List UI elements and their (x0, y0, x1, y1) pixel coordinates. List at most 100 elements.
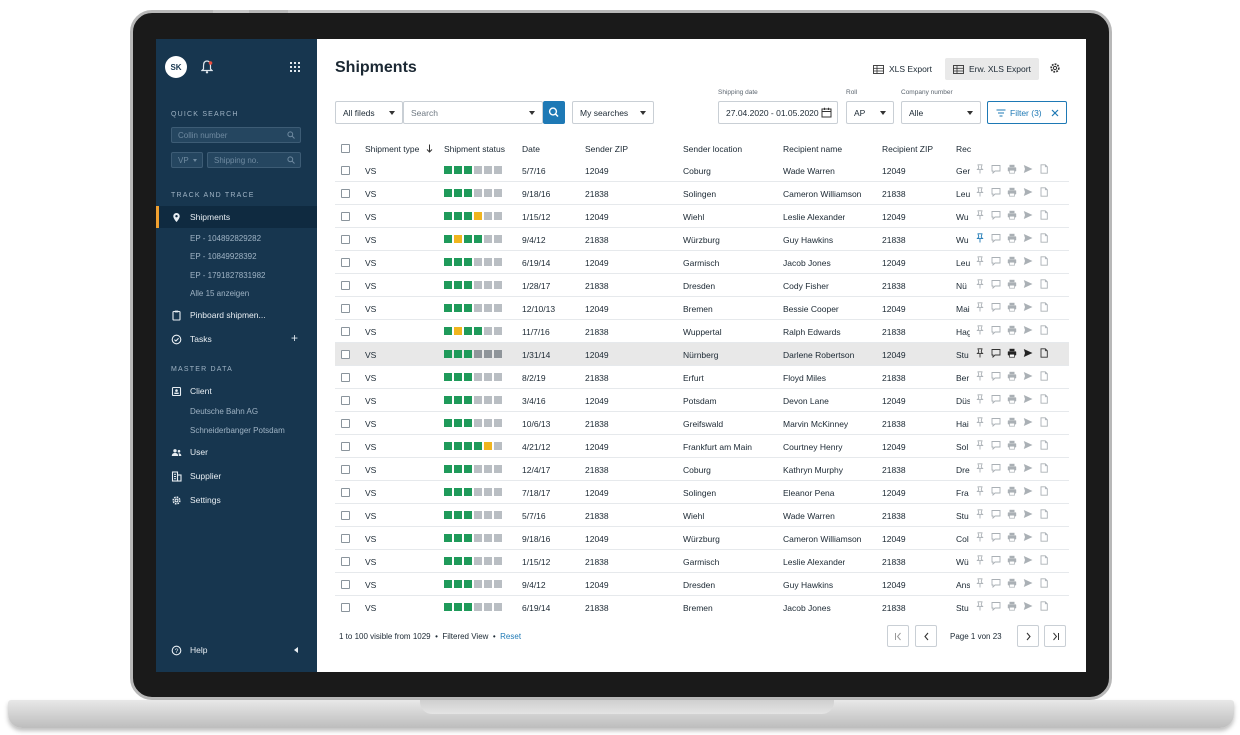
row-checkbox[interactable] (341, 557, 350, 566)
sidebar-sub-item[interactable]: EP - 1791827831982 (190, 271, 266, 280)
pin-icon[interactable] (975, 348, 985, 358)
next-page-button[interactable] (1017, 625, 1039, 647)
row-checkbox[interactable] (341, 258, 350, 267)
select-all-checkbox[interactable] (341, 144, 350, 153)
printer-icon[interactable] (1007, 394, 1017, 404)
column-header[interactable]: Sender location (683, 144, 743, 154)
row-checkbox[interactable] (341, 189, 350, 198)
send-icon[interactable] (1023, 555, 1033, 565)
document-icon[interactable] (1039, 486, 1049, 496)
row-checkbox[interactable] (341, 396, 350, 405)
pin-icon[interactable] (975, 440, 985, 450)
sort-arrow-down-icon[interactable] (426, 144, 433, 153)
document-icon[interactable] (1039, 279, 1049, 289)
comment-icon[interactable] (991, 509, 1001, 519)
calendar-icon[interactable] (821, 107, 832, 118)
send-icon[interactable] (1023, 325, 1033, 335)
sidebar-sub-item[interactable]: EP - 10849928392 (190, 252, 257, 261)
document-icon[interactable] (1039, 302, 1049, 312)
send-icon[interactable] (1023, 463, 1033, 473)
column-header[interactable]: Recipient name (783, 144, 843, 154)
comment-icon[interactable] (991, 256, 1001, 266)
document-icon[interactable] (1039, 371, 1049, 381)
printer-icon[interactable] (1007, 417, 1017, 427)
row-checkbox[interactable] (341, 534, 350, 543)
add-task-icon[interactable]: + (291, 331, 299, 345)
comment-icon[interactable] (991, 164, 1001, 174)
sidebar-item-settings[interactable]: Settings (156, 489, 317, 511)
sidebar-item-tasks[interactable]: Tasks + (156, 328, 317, 350)
roll-select[interactable]: AP (846, 101, 894, 124)
gear-icon[interactable] (1049, 62, 1061, 74)
document-icon[interactable] (1039, 164, 1049, 174)
comment-icon[interactable] (991, 279, 1001, 289)
erw-xls-export-button[interactable]: Erw. XLS Export (945, 58, 1039, 80)
sidebar-item-supplier[interactable]: Supplier (156, 465, 317, 487)
pin-icon[interactable] (975, 371, 985, 381)
row-checkbox[interactable] (341, 465, 350, 474)
table-row[interactable]: VS 8/2/19 21838 Erfurt Floyd Miles 21838 Ber (335, 366, 1069, 389)
sidebar-item-pinboard[interactable]: Pinboard shipmen... (156, 304, 317, 326)
pin-icon[interactable] (975, 509, 985, 519)
comment-icon[interactable] (991, 233, 1001, 243)
row-checkbox[interactable] (341, 511, 350, 520)
pin-icon[interactable] (975, 233, 985, 243)
printer-icon[interactable] (1007, 210, 1017, 220)
column-header[interactable]: Shipment type (365, 144, 420, 154)
table-row[interactable]: VS 9/18/16 12049 Würzburg Cameron Williamson… (335, 527, 1069, 550)
printer-icon[interactable] (1007, 164, 1017, 174)
table-row[interactable]: VS 1/28/17 21838 Dresden Cody Fisher 21838 Nü (335, 274, 1069, 297)
printer-icon[interactable] (1007, 578, 1017, 588)
send-icon[interactable] (1023, 532, 1033, 542)
sidebar-item-user[interactable]: User (156, 441, 317, 463)
table-row[interactable]: VS 9/4/12 12049 Dresden Guy Hawkins 12049 Ans (335, 573, 1069, 596)
pin-icon[interactable] (975, 210, 985, 220)
document-icon[interactable] (1039, 256, 1049, 266)
pin-icon[interactable] (975, 325, 985, 335)
printer-icon[interactable] (1007, 440, 1017, 450)
table-row[interactable]: VS 1/15/12 12049 Wiehl Leslie Alexander 12049… (335, 205, 1069, 228)
document-icon[interactable] (1039, 394, 1049, 404)
printer-icon[interactable] (1007, 233, 1017, 243)
printer-icon[interactable] (1007, 486, 1017, 496)
comment-icon[interactable] (991, 532, 1001, 542)
printer-icon[interactable] (1007, 371, 1017, 381)
sidebar-sub-item[interactable]: EP - 104892829282 (190, 234, 262, 243)
table-row[interactable]: VS 6/19/14 21838 Bremen Jacob Jones 21838 Stu (335, 596, 1069, 615)
document-icon[interactable] (1039, 578, 1049, 588)
sidebar-item-help[interactable]: ? Help (156, 639, 317, 661)
send-icon[interactable] (1023, 486, 1033, 496)
bell-icon[interactable] (201, 60, 213, 74)
comment-icon[interactable] (991, 371, 1001, 381)
column-header[interactable]: Date (522, 144, 540, 154)
collapse-sidebar-icon[interactable] (294, 647, 298, 653)
collin-number-input[interactable]: Collin number (171, 127, 301, 143)
document-icon[interactable] (1039, 187, 1049, 197)
row-checkbox[interactable] (341, 327, 350, 336)
document-icon[interactable] (1039, 463, 1049, 473)
send-icon[interactable] (1023, 233, 1033, 243)
send-icon[interactable] (1023, 578, 1033, 588)
row-checkbox[interactable] (341, 488, 350, 497)
row-checkbox[interactable] (341, 580, 350, 589)
comment-icon[interactable] (991, 210, 1001, 220)
send-icon[interactable] (1023, 348, 1033, 358)
row-checkbox[interactable] (341, 373, 350, 382)
document-icon[interactable] (1039, 325, 1049, 335)
printer-icon[interactable] (1007, 555, 1017, 565)
all-fields-select[interactable]: All fileds (335, 101, 403, 124)
document-icon[interactable] (1039, 210, 1049, 220)
column-header[interactable]: Sender ZIP (585, 144, 628, 154)
document-icon[interactable] (1039, 233, 1049, 243)
comment-icon[interactable] (991, 394, 1001, 404)
sidebar-item-client[interactable]: Client (156, 380, 317, 402)
sidebar-sub-item[interactable]: Deutsche Bahn AG (190, 407, 259, 416)
send-icon[interactable] (1023, 302, 1033, 312)
row-checkbox[interactable] (341, 304, 350, 313)
printer-icon[interactable] (1007, 463, 1017, 473)
printer-icon[interactable] (1007, 601, 1017, 611)
table-row[interactable]: VS 9/4/12 21838 Würzburg Guy Hawkins 21838 Wu (335, 228, 1069, 251)
document-icon[interactable] (1039, 440, 1049, 450)
printer-icon[interactable] (1007, 348, 1017, 358)
send-icon[interactable] (1023, 417, 1033, 427)
